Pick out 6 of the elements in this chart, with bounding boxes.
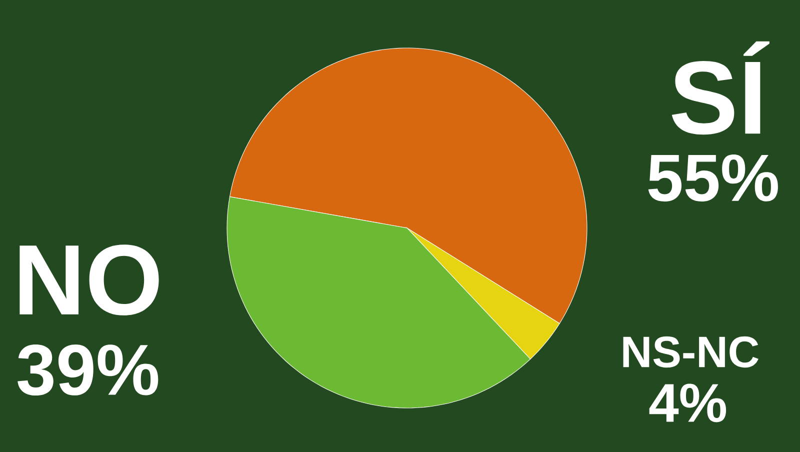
data-label: 55% <box>648 154 778 202</box>
slice-label: NS-NC <box>623 336 758 368</box>
data-label: 39% <box>18 344 158 396</box>
slice-label: NO <box>20 244 159 316</box>
data-label: 4% <box>649 384 726 422</box>
slice-label: SÍ <box>672 41 770 135</box>
